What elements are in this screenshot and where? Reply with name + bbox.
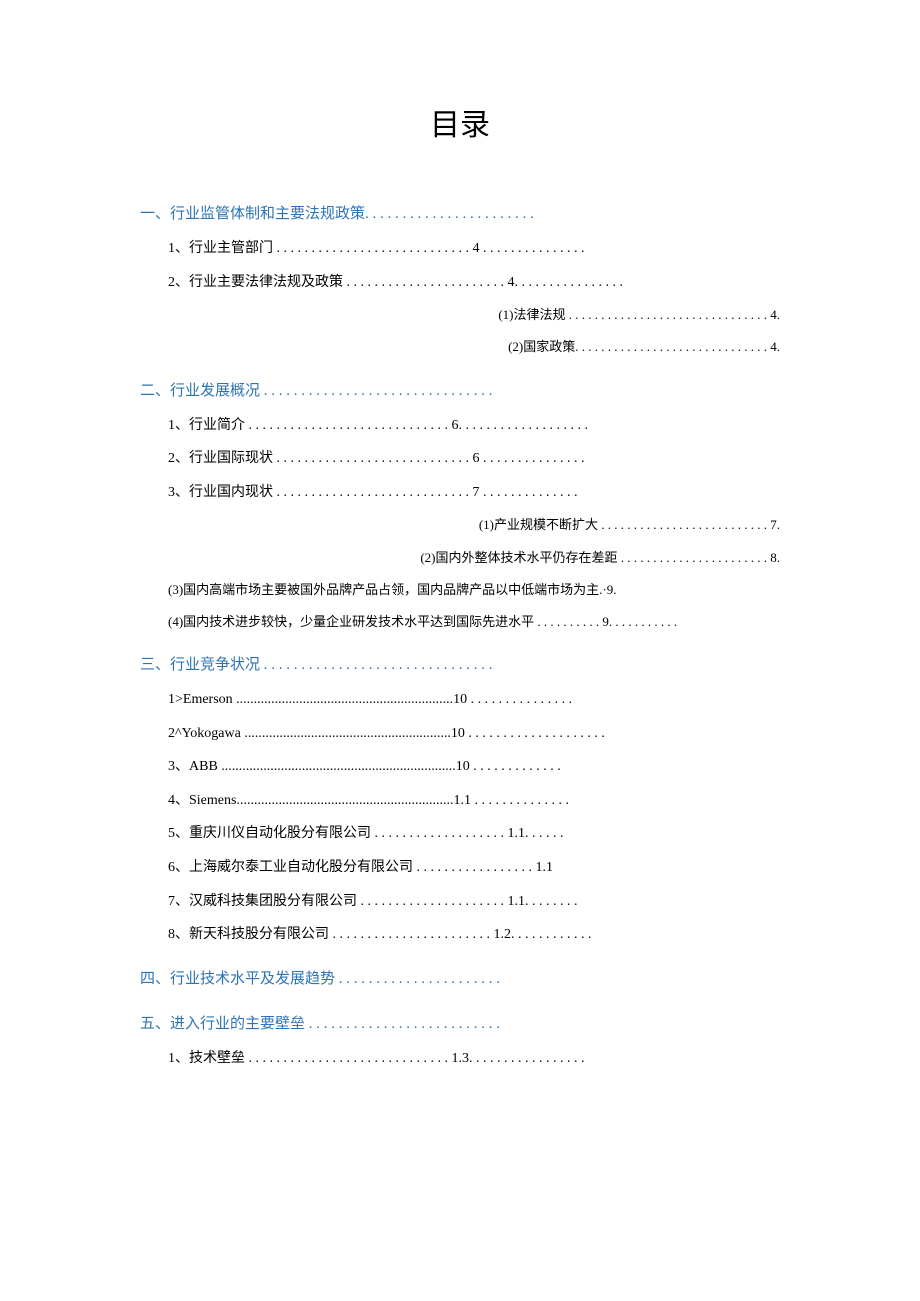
toc-section-heading: 四、行业技术水平及发展趋势 . . . . . . . . . . . . . … (140, 969, 780, 990)
toc-title: 目录 (140, 100, 780, 144)
toc-entry-l2: 7、汉威科技集团股分有限公司 . . . . . . . . . . . . .… (168, 892, 780, 912)
toc-section-heading: 二、行业发展概况 . . . . . . . . . . . . . . . .… (140, 381, 780, 402)
toc-entry-l2: 3、行业国内现状 . . . . . . . . . . . . . . . .… (168, 483, 780, 503)
toc-entry-l2: 3、ABB ..................................… (168, 757, 780, 777)
toc-entry-l2: 1、技术壁垒 . . . . . . . . . . . . . . . . .… (168, 1049, 780, 1069)
toc-entry-l2: 1、行业主管部门 . . . . . . . . . . . . . . . .… (168, 239, 780, 259)
toc-entry-l2: 5、重庆川仪自动化股分有限公司 . . . . . . . . . . . . … (168, 824, 780, 844)
toc-section-heading: 一、行业监管体制和主要法规政策. . . . . . . . . . . . .… (140, 204, 780, 225)
toc-entry-l2: 1>Emerson ..............................… (168, 690, 780, 710)
toc-entry-l3: (2)国内外整体技术水平仍存在差距 . . . . . . . . . . . … (168, 549, 780, 567)
toc-entry-l3: (3)国内高端市场主要被国外品牌产品占领，国内品牌产品以中低端市场为主.·9. (168, 581, 780, 599)
toc-entry-l3: (1)产业规模不断扩大 . . . . . . . . . . . . . . … (168, 516, 780, 534)
toc-entry-l2: 4、Siemens...............................… (168, 791, 780, 811)
toc-entry-l2: 2、行业国际现状 . . . . . . . . . . . . . . . .… (168, 449, 780, 469)
toc-entry-l2: 8、新天科技股分有限公司 . . . . . . . . . . . . . .… (168, 925, 780, 945)
toc-entry-l3: (2)国家政策. . . . . . . . . . . . . . . . .… (168, 338, 780, 356)
toc-entry-l2: 1、行业简介 . . . . . . . . . . . . . . . . .… (168, 416, 780, 436)
toc-entry-l2: 2^Yokogawa .............................… (168, 724, 780, 744)
toc-container: 一、行业监管体制和主要法规政策. . . . . . . . . . . . .… (140, 204, 780, 1068)
toc-entry-l2: 2、行业主要法律法规及政策 . . . . . . . . . . . . . … (168, 273, 780, 293)
toc-entry-l2: 6、上海威尔泰工业自动化股分有限公司 . . . . . . . . . . .… (168, 858, 780, 878)
document-page: 目录 一、行业监管体制和主要法规政策. . . . . . . . . . . … (0, 0, 920, 1301)
toc-section-heading: 五、进入行业的主要壁垒 . . . . . . . . . . . . . . … (140, 1014, 780, 1035)
toc-entry-l3: (4)国内技术进步较快，少量企业研发技术水平达到国际先进水平 . . . . .… (168, 613, 780, 631)
toc-section-heading: 三、行业竞争状况 . . . . . . . . . . . . . . . .… (140, 655, 780, 676)
toc-entry-l3: (1)法律法规 . . . . . . . . . . . . . . . . … (168, 306, 780, 324)
